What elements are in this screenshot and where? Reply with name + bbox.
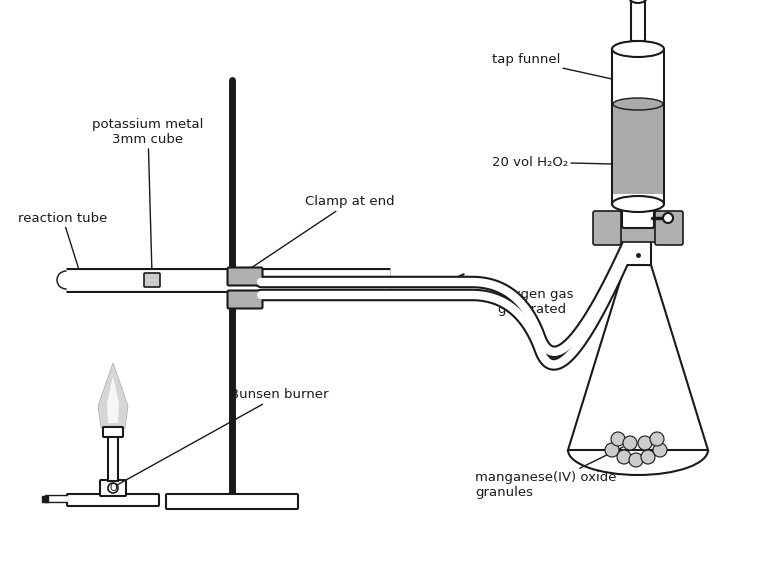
Circle shape [629, 453, 643, 467]
Circle shape [57, 271, 75, 289]
Ellipse shape [629, 0, 647, 3]
Circle shape [650, 432, 664, 446]
FancyBboxPatch shape [166, 494, 298, 509]
FancyBboxPatch shape [67, 494, 159, 506]
Circle shape [611, 432, 625, 446]
FancyBboxPatch shape [655, 211, 683, 245]
Text: oxygen gas
generated: oxygen gas generated [497, 288, 573, 316]
FancyBboxPatch shape [144, 273, 160, 287]
FancyBboxPatch shape [100, 480, 126, 496]
Text: 20 vol H₂O₂: 20 vol H₂O₂ [492, 156, 612, 169]
Circle shape [663, 213, 673, 223]
FancyBboxPatch shape [103, 427, 123, 437]
Text: manganese(IV) oxide
granules: manganese(IV) oxide granules [475, 447, 623, 499]
Circle shape [605, 443, 619, 457]
FancyBboxPatch shape [228, 291, 263, 308]
Ellipse shape [612, 41, 664, 57]
Circle shape [617, 450, 631, 464]
FancyBboxPatch shape [617, 216, 659, 242]
FancyBboxPatch shape [612, 49, 664, 204]
Text: Bunsen burner: Bunsen burner [108, 389, 328, 490]
Polygon shape [612, 204, 664, 206]
Circle shape [641, 450, 655, 464]
FancyBboxPatch shape [108, 436, 118, 481]
Text: potassium metal
3mm cube: potassium metal 3mm cube [92, 118, 204, 274]
Text: O: O [109, 483, 117, 493]
Polygon shape [107, 376, 119, 423]
FancyBboxPatch shape [625, 240, 651, 265]
FancyBboxPatch shape [593, 211, 621, 245]
Polygon shape [98, 363, 128, 428]
Text: tap funnel: tap funnel [492, 54, 612, 79]
Ellipse shape [612, 196, 664, 212]
Circle shape [653, 443, 667, 457]
Text: Clamp at end: Clamp at end [248, 196, 395, 270]
Circle shape [108, 483, 118, 493]
FancyBboxPatch shape [228, 267, 263, 286]
Circle shape [638, 436, 652, 450]
FancyBboxPatch shape [622, 204, 654, 228]
Text: reaction tube: reaction tube [18, 211, 108, 273]
FancyBboxPatch shape [613, 104, 663, 194]
Polygon shape [568, 265, 708, 450]
Circle shape [58, 272, 73, 287]
Ellipse shape [613, 98, 663, 110]
FancyBboxPatch shape [631, 1, 645, 41]
Circle shape [623, 436, 637, 450]
